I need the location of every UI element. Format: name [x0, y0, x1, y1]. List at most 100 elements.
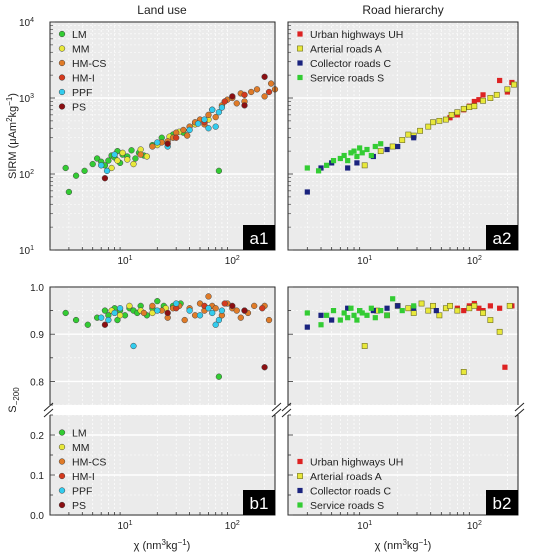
legend-marker-hm-i — [58, 472, 66, 480]
data-point-b1-hm-i — [259, 305, 266, 312]
data-point-a2-collector-roads-c — [318, 165, 324, 171]
data-point-a1-ppf — [98, 162, 105, 169]
data-point-a2-arterial-roads-a — [417, 127, 423, 134]
data-point-b1-lm — [62, 309, 69, 317]
x-tick-label-exponent: 2 — [236, 520, 240, 527]
y-axis-label-s200-main: S — [7, 405, 19, 412]
legend-label-arterial-roads-a: Arterial roads A — [310, 44, 382, 56]
y-tick-label-b1: 0.1 — [30, 471, 44, 482]
data-point-b2-arterial-roads-a — [487, 317, 494, 323]
data-point-a1-hm-cs — [149, 143, 156, 150]
data-point-b2-arterial-roads-a — [410, 310, 417, 316]
data-point-a1-ppf — [218, 104, 226, 111]
data-point-a2-service-roads-s — [354, 153, 360, 160]
data-point-a2-arterial-roads-a — [448, 111, 455, 118]
legend-marker-lm — [58, 429, 66, 436]
data-point-b2-service-roads-s — [354, 317, 360, 323]
data-point-b2-urban-highways-uh — [497, 305, 503, 311]
y-tick-label-exponent: 3 — [30, 93, 34, 100]
panel-badge-label-a2: a2 — [493, 229, 512, 248]
x-axis-label-right-mid: kg — [407, 540, 419, 552]
data-point-a2-arterial-roads-a — [493, 91, 500, 98]
data-point-b2-collector-roads-c — [433, 308, 439, 314]
data-point-b2-arterial-roads-a — [480, 310, 486, 316]
data-point-b1-lm — [154, 298, 161, 305]
column-title-road-hierarchy: Road hierarchy — [362, 3, 443, 17]
data-point-a1-hm-cs — [233, 100, 240, 107]
x-tick-label-exponent: 2 — [236, 255, 240, 262]
x-tick-label-b1: 102 — [225, 520, 240, 532]
data-point-a2-service-roads-s — [378, 141, 384, 147]
data-point-a1-lm — [105, 157, 112, 164]
data-point-b1-hm-cs — [251, 302, 258, 310]
x-axis-label-right-sup1: 3 — [402, 538, 407, 547]
legend-label-ppf: PPF — [72, 87, 92, 99]
axis-break-mark-left-b1 — [43, 408, 54, 418]
data-point-a1-ppf — [212, 123, 219, 130]
data-point-b1-ppf — [205, 305, 212, 312]
panel-badge-a1 — [243, 225, 275, 250]
legend-marker-ps — [58, 103, 66, 110]
data-point-b1-ppf — [105, 316, 112, 324]
y-axis-label-sirm-sup1: 2 — [5, 117, 14, 122]
data-point-a2-arterial-roads-a — [471, 103, 478, 110]
data-point-b1-hm-cs — [205, 293, 212, 300]
data-point-b2-arterial-roads-a — [466, 305, 473, 312]
data-point-a2-service-roads-s — [359, 150, 365, 156]
legend-label-lm: LM — [72, 428, 87, 440]
data-point-a1-ppf — [194, 120, 202, 127]
data-point-b1-lm — [114, 316, 121, 324]
data-point-a2-service-roads-s — [315, 168, 322, 174]
legend-marker-mm — [58, 45, 66, 52]
legend-label-hm-i: HM-I — [72, 73, 95, 85]
x-axis-label-left: χ (nm3kg−1) — [134, 538, 191, 552]
data-point-a2-service-roads-s — [357, 145, 363, 151]
y-tick-label-b1: 0.8 — [30, 377, 44, 388]
data-point-b2-collector-roads-c — [318, 312, 324, 318]
legend-label-mm: MM — [72, 442, 90, 454]
data-point-b2-service-roads-s — [378, 308, 384, 314]
data-point-b1-mm — [126, 302, 133, 310]
data-point-b1-ppf — [218, 307, 226, 314]
data-point-b2-arterial-roads-a — [361, 343, 368, 349]
data-point-a1-lm — [128, 147, 135, 154]
data-point-a1-mm — [130, 160, 137, 168]
x-tick-label-b1: 101 — [117, 520, 132, 532]
data-point-b2-urban-highways-uh — [476, 305, 482, 311]
data-point-a2-urban-highways-uh — [476, 97, 482, 103]
data-point-a1-mm — [119, 149, 126, 156]
legend-marker-urban-highways-uh — [297, 31, 303, 37]
data-point-b1-hm-cs — [233, 307, 240, 314]
data-point-a1-ppf — [215, 109, 223, 116]
data-point-a1-ppf — [209, 106, 216, 113]
data-point-a1-lm — [65, 188, 73, 196]
axis-break-gap-b1 — [47, 405, 278, 415]
y-tick-label-exponent: 4 — [30, 17, 34, 24]
data-point-a2-arterial-roads-a — [442, 116, 449, 123]
data-point-b2-service-roads-s — [411, 303, 417, 309]
data-point-b1-ps — [261, 364, 268, 371]
data-point-b2-service-roads-s — [359, 310, 365, 316]
data-point-a1-hm-i — [173, 134, 180, 141]
data-point-a2-urban-highways-uh — [480, 92, 486, 98]
data-point-a2-service-roads-s — [372, 143, 378, 150]
data-point-a2-service-roads-s — [324, 162, 330, 168]
legend-label-service-roads-s: Service roads S — [310, 500, 384, 512]
data-point-b1-hm-cs — [181, 316, 188, 324]
legend-layer: LM MM HM-CS HM-I PPF PS Urban highways UH Arter… — [58, 29, 403, 512]
data-point-a1-hm-cs — [212, 113, 219, 121]
data-point-b2-service-roads-s — [390, 296, 396, 302]
legend-marker-ppf — [58, 88, 66, 96]
data-point-a2-arterial-roads-a — [399, 137, 406, 143]
y-axis-label-sirm-mid: kg — [7, 106, 19, 118]
legend-marker-arterial-roads-a — [297, 45, 303, 52]
data-point-b2-urban-highways-uh — [461, 308, 467, 314]
y-tick-label-b1: 1.0 — [30, 283, 44, 294]
axis-break-mark-right-b2 — [514, 408, 525, 418]
data-point-b1-ppf — [215, 316, 223, 324]
data-point-a1-lm — [72, 172, 80, 179]
legend-marker-ps — [58, 501, 66, 509]
data-point-b2-urban-highways-uh — [502, 364, 508, 370]
axis-break-gap-b2 — [285, 405, 521, 415]
data-point-b2-collector-roads-c — [395, 303, 401, 309]
